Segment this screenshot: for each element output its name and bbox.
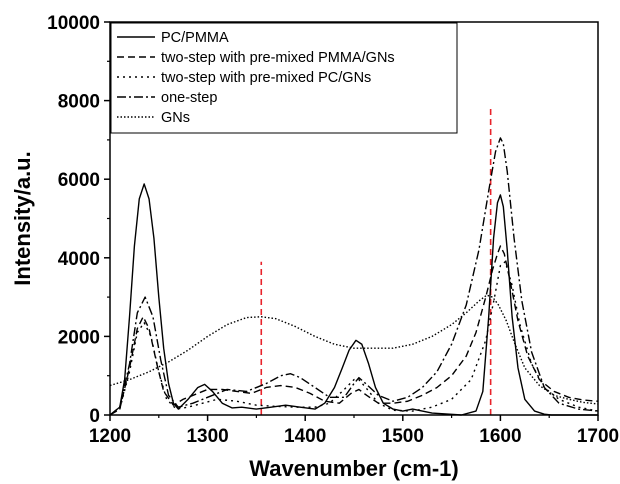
legend-label: PC/PMMA	[161, 30, 229, 46]
axis-ticks: 1200 1300 1400 1500 1600 1700 0 2000 4000 6000 800…	[47, 13, 619, 447]
x-tick-label: 1200	[89, 426, 131, 447]
series-line	[109, 183, 598, 416]
y-tick-label: 4000	[58, 249, 100, 270]
legend-label: GNs	[161, 110, 190, 126]
y-tick-label: 6000	[58, 170, 100, 191]
legend-box	[110, 22, 458, 134]
legend-label: two-step with pre-mixed PMMA/GNs	[161, 50, 395, 66]
x-tick-label: 1600	[479, 426, 521, 447]
x-tick-label: 1500	[382, 426, 424, 447]
legend-label: two-step with pre-mixed PC/GNs	[161, 70, 371, 86]
y-tick-label: 8000	[58, 92, 100, 113]
series-line	[109, 137, 599, 416]
x-tick-label: 1700	[577, 426, 619, 447]
x-axis-title: Wavenumber (cm-1)	[249, 456, 458, 481]
x-tick-label: 1400	[284, 426, 326, 447]
reference-lines	[260, 108, 492, 415]
series-line	[109, 261, 599, 416]
y-tick-label: 2000	[58, 327, 100, 348]
y-axis-title: Intensity/a.u.	[10, 151, 35, 285]
y-tick-label: 0	[89, 406, 100, 427]
x-tick-label: 1300	[186, 426, 228, 447]
series-layer	[109, 137, 599, 416]
series-line	[109, 245, 599, 416]
legend-label: one-step	[161, 90, 217, 106]
y-tick-label: 10000	[47, 13, 100, 34]
series-line	[109, 294, 599, 405]
legend: PC/PMMA two-step with pre-mixed PMMA/GNs t…	[110, 22, 458, 134]
